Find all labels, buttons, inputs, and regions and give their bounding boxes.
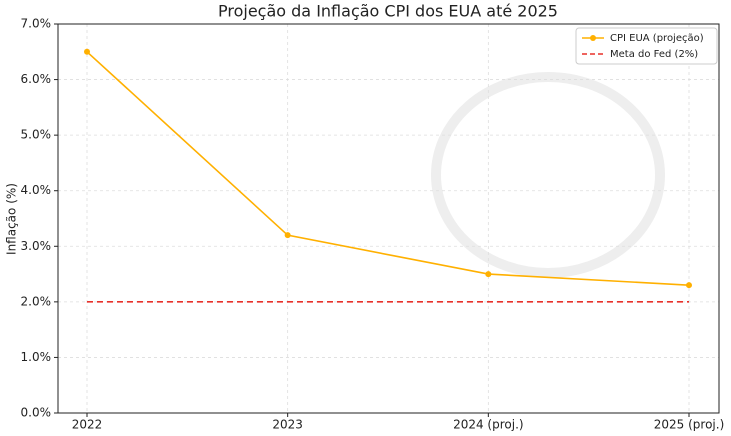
x-tick-label: 2024 (proj.) (453, 418, 524, 432)
legend-marker (590, 35, 596, 41)
data-point (284, 232, 291, 239)
y-tick-label: 1.0% (21, 350, 52, 364)
watermark (431, 72, 665, 278)
legend-label: CPI EUA (projeção) (610, 33, 704, 44)
chart-title: Projeção da Inflação CPI dos EUA até 202… (218, 2, 558, 21)
y-tick-label: 3.0% (21, 239, 52, 253)
y-tick-label: 0.0% (21, 406, 52, 420)
legend-label: Meta do Fed (2%) (610, 49, 698, 60)
data-point (686, 282, 692, 289)
y-axis-label: Inflação (%) (5, 183, 19, 255)
data-point (84, 48, 90, 55)
data-point (485, 271, 492, 278)
x-tick-label: 2023 (272, 418, 303, 432)
y-tick-label: 4.0% (21, 183, 52, 197)
data-line (86, 51, 690, 286)
y-tick-label: 5.0% (21, 128, 52, 142)
y-tick-label: 2.0% (21, 294, 52, 308)
legend-box (575, 27, 718, 65)
x-tick-label: 2025 (proj.) (654, 418, 725, 432)
x-tick-label: 2022 (72, 418, 103, 432)
y-tick-label: 6.0% (21, 72, 52, 86)
plot-frame (57, 23, 720, 414)
y-tick-label: 7.0% (21, 17, 52, 31)
